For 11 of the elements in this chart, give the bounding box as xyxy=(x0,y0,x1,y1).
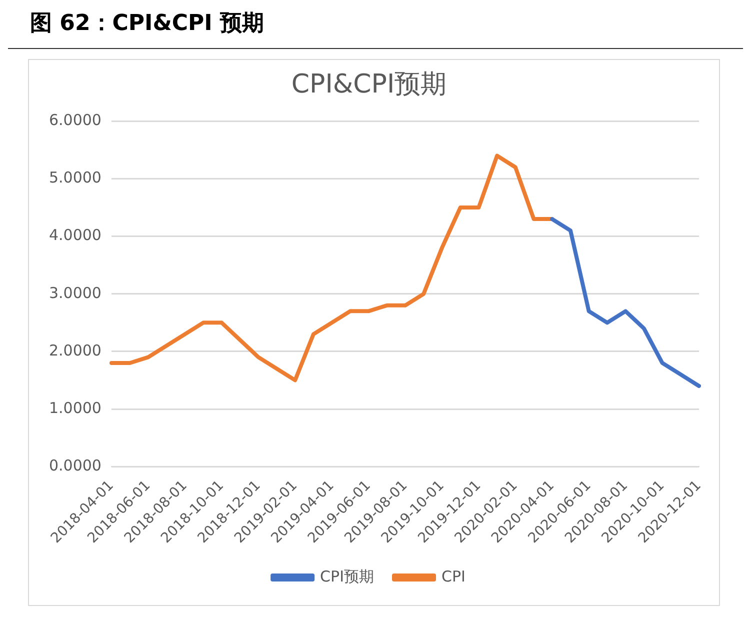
legend-label: CPI预期 xyxy=(320,567,374,586)
y-tick-label: 1.0000 xyxy=(48,398,102,417)
y-tick-label: 2.0000 xyxy=(48,341,102,360)
legend-label: CPI xyxy=(442,567,466,586)
y-tick-label: 4.0000 xyxy=(48,226,102,244)
y-tick-label: 3.0000 xyxy=(48,284,102,302)
chart-title: 图 62：CPI&CPI 预期 xyxy=(8,8,743,49)
y-tick-label: 0.0000 xyxy=(48,456,102,474)
y-tick-label: 5.0000 xyxy=(48,168,102,187)
y-tick-label: 6.0000 xyxy=(48,111,102,130)
chart-subtitle: CPI&CPI预期 xyxy=(291,69,447,100)
